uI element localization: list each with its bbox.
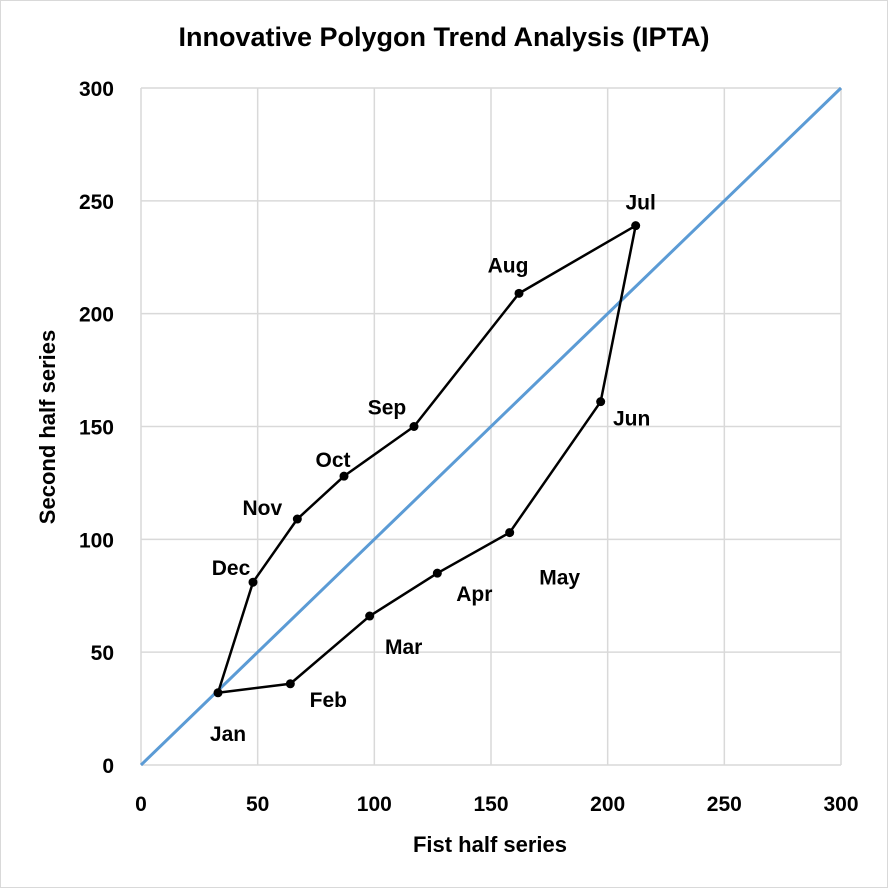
- tick-labels-layer: 0 50 100 150 200 250 300 0 50 100 150 200 250 300: [79, 78, 859, 816]
- reference-line: [139, 86, 843, 767]
- point-label: Sep: [368, 397, 407, 420]
- polygon-layer: [213, 221, 641, 698]
- x-tick-label: 100: [357, 793, 392, 816]
- point-labels-layer: Jan Feb Mar Apr May Jun Jul Aug Sep Oct Nov Dec: [210, 192, 656, 746]
- point-label: Jul: [625, 192, 655, 215]
- y-tick-label: 200: [79, 304, 114, 327]
- point-label: Oct: [315, 449, 350, 472]
- point-label: Nov: [242, 497, 282, 520]
- y-tick-label: 0: [102, 755, 114, 778]
- point-marker: [514, 288, 524, 298]
- point-marker: [213, 688, 223, 698]
- point-label: Apr: [456, 583, 492, 606]
- point-marker: [432, 568, 442, 578]
- x-tick-label: 50: [246, 793, 269, 816]
- polygon-line: [216, 224, 637, 695]
- x-tick-label: 300: [823, 793, 858, 816]
- point-marker: [339, 471, 349, 481]
- point-marker: [292, 514, 302, 524]
- y-tick-label: 250: [79, 191, 114, 214]
- point-label: May: [539, 567, 580, 590]
- y-tick-label: 150: [79, 417, 114, 440]
- point-marker: [505, 528, 515, 538]
- point-marker: [409, 422, 419, 431]
- x-axis-title: Fist half series: [413, 832, 567, 857]
- point-marker: [248, 577, 258, 587]
- y-tick-label: 300: [79, 78, 114, 101]
- point-label: Feb: [310, 689, 347, 712]
- x-tick-label: 150: [473, 793, 508, 816]
- point-label: Mar: [385, 636, 422, 659]
- point-label: Jun: [613, 408, 650, 431]
- y-tick-label: 50: [91, 642, 114, 665]
- point-marker: [285, 679, 295, 689]
- point-marker: [365, 611, 375, 621]
- x-tick-label: 200: [590, 793, 625, 816]
- chart-title: Innovative Polygon Trend Analysis (IPTA): [178, 22, 710, 52]
- y-tick-label: 100: [79, 529, 114, 552]
- y-axis-title: Second half series: [35, 330, 60, 524]
- x-tick-label: 250: [707, 793, 742, 816]
- point-label: Dec: [212, 557, 251, 580]
- reference-line-layer: [139, 86, 843, 767]
- point-label: Aug: [488, 254, 529, 277]
- point-marker: [596, 397, 606, 407]
- x-tick-label: 0: [135, 793, 147, 816]
- point-label: Jan: [210, 723, 246, 746]
- point-marker: [631, 221, 641, 231]
